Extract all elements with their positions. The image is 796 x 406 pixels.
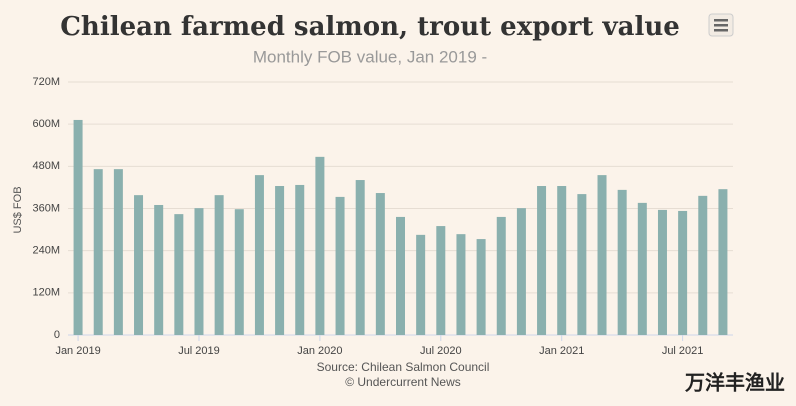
menu-button[interactable] <box>708 13 734 37</box>
y-tick-label: 600M <box>32 118 60 130</box>
bar <box>516 208 526 335</box>
y-tick-label: 720M <box>32 76 60 88</box>
bar <box>476 239 486 335</box>
y-tick-label: 240M <box>32 245 60 257</box>
chart-title: Chilean farmed salmon, trout export valu… <box>60 12 680 42</box>
bar <box>134 195 144 335</box>
y-axis-label: US$ FOB <box>12 186 24 233</box>
bar <box>597 175 607 335</box>
bar <box>355 180 365 335</box>
bar <box>637 202 647 335</box>
bar <box>234 209 244 335</box>
bar <box>557 186 567 335</box>
bar <box>496 216 506 335</box>
bar <box>537 186 547 335</box>
bar <box>657 209 667 335</box>
bar <box>698 195 708 335</box>
y-tick-label: 360M <box>32 202 60 214</box>
bar <box>154 204 164 335</box>
bar <box>335 196 345 335</box>
bar <box>436 226 446 335</box>
bar <box>416 234 426 335</box>
chart-subtitle: Monthly FOB value, Jan 2019 - <box>253 47 487 66</box>
x-tick-label: Jul 2021 <box>662 345 704 357</box>
source: Source: Chilean Salmon Council <box>317 360 490 374</box>
bar <box>617 189 627 335</box>
x-tick-label: Jan 2020 <box>297 345 342 357</box>
bar <box>577 194 587 335</box>
bar <box>214 195 224 335</box>
bar <box>315 156 325 335</box>
bar <box>375 193 385 335</box>
bar <box>275 186 285 335</box>
y-tick-label: 480M <box>32 160 60 172</box>
bar <box>194 208 204 335</box>
bar <box>396 216 405 335</box>
x-tick-label: Jan 2021 <box>539 345 584 357</box>
watermark: 万洋丰渔业 <box>684 371 785 395</box>
x-tick-label: Jul 2020 <box>420 345 462 357</box>
bar <box>174 214 184 335</box>
bar <box>456 234 466 335</box>
x-tick-label: Jul 2019 <box>178 345 220 357</box>
x-tick-label: Jan 2019 <box>55 345 100 357</box>
bar <box>254 175 264 335</box>
bar <box>678 210 688 335</box>
bar <box>295 184 305 335</box>
y-tick-label: 0 <box>54 329 60 341</box>
bar <box>718 189 728 335</box>
bar <box>113 169 123 335</box>
bar <box>73 119 83 335</box>
credit: © Undercurrent News <box>345 375 461 389</box>
y-tick-label: 120M <box>32 287 60 299</box>
bar <box>93 169 103 335</box>
